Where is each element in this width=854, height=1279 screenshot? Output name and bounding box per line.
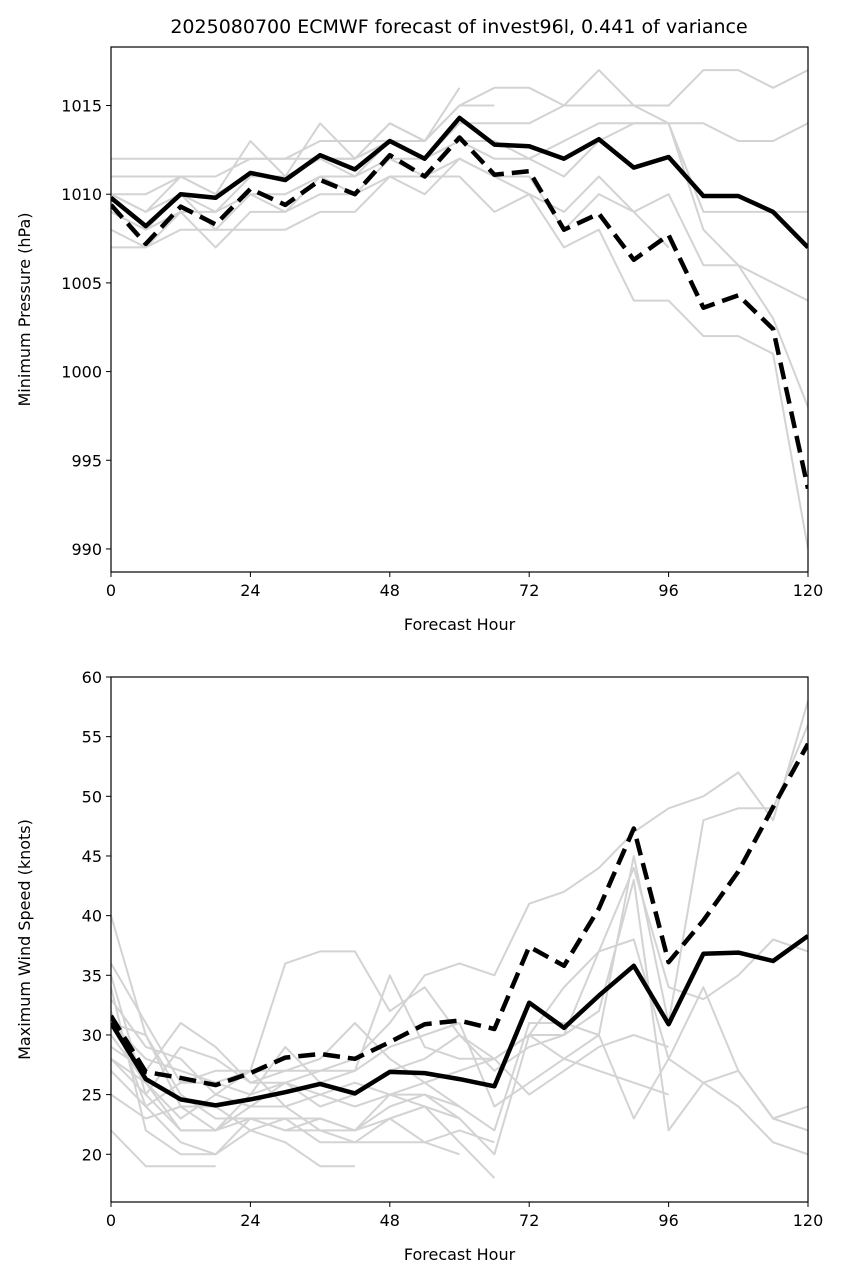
y-tick-label: 60 [82, 668, 102, 687]
x-tick-label: 96 [658, 1211, 678, 1230]
ensemble-member-line-3 [111, 866, 808, 1096]
y-tick-label: 1010 [61, 185, 102, 204]
ensemble-member-line-15 [111, 1057, 496, 1179]
y-tick-label: 1005 [61, 274, 102, 293]
mean-dashed-line [111, 135, 808, 490]
ensemble-member-line-9 [111, 87, 461, 213]
ensemble-member-line-7 [111, 1022, 808, 1132]
mean-dashed-line [111, 742, 808, 1088]
plot-area [111, 69, 808, 550]
x-tick-label: 0 [106, 1211, 116, 1230]
y-tick-label: 1015 [61, 97, 102, 116]
y-tick-label: 1000 [61, 363, 102, 382]
y-tick-label: 20 [82, 1145, 102, 1164]
x-tick-label: 72 [519, 1211, 539, 1230]
wind-speed-panel: 0 24 48 72 96 120 20 25 30 35 40 45 50 55 60 Forecast H… [15, 668, 823, 1264]
y-tick-label: 45 [82, 847, 102, 866]
x-axis-label: Forecast Hour [404, 1245, 516, 1264]
x-tick-label: 96 [658, 581, 678, 600]
x-tick-label: 24 [240, 581, 260, 600]
ensemble-member-line-5 [111, 122, 808, 302]
axes-frame [110, 46, 809, 573]
ensemble-member-line-7 [111, 157, 808, 550]
plot-area [111, 700, 808, 1179]
mean-solid-line [111, 115, 808, 249]
pressure-panel: 0 24 48 72 96 120 990 995 1000 1005 1010 1015 Foreca… [15, 46, 824, 634]
y-tick-label: 25 [82, 1086, 102, 1105]
y-tick-label: 995 [71, 451, 102, 470]
x-axis-label: Forecast Hour [404, 615, 516, 634]
ensemble-member-line-8 [111, 175, 670, 249]
ensemble-member-line-4 [111, 724, 808, 1108]
x-tick-label: 48 [380, 1211, 400, 1230]
ensemble-member-line-5 [111, 878, 808, 1156]
x-tick-label: 48 [380, 581, 400, 600]
x-tick-label: 0 [106, 581, 116, 600]
figure-title: 2025080700 ECMWF forecast of invest96l, … [170, 16, 747, 38]
y-tick-label: 30 [82, 1026, 102, 1045]
y-tick-label: 55 [82, 728, 102, 747]
axes-frame [110, 676, 809, 1203]
x-tick-label: 120 [793, 581, 824, 600]
y-tick-label: 40 [82, 907, 102, 926]
y-axis-label: Minimum Pressure (hPa) [15, 213, 34, 407]
y-axis-label: Maximum Wind Speed (knots) [15, 819, 34, 1060]
ensemble-member-line-2 [111, 69, 808, 178]
x-tick-label: 120 [793, 1211, 824, 1230]
ensemble-member-line-11 [111, 1010, 355, 1168]
ensemble-member-line-12 [111, 1093, 460, 1132]
y-tick-label: 35 [82, 966, 102, 985]
mean-solid-line [111, 934, 808, 1108]
x-tick-label: 24 [240, 1211, 260, 1230]
y-tick-label: 990 [71, 540, 102, 559]
ensemble-member-line-13 [111, 1129, 216, 1168]
y-tick-label: 50 [82, 787, 102, 806]
x-tick-label: 72 [519, 581, 539, 600]
